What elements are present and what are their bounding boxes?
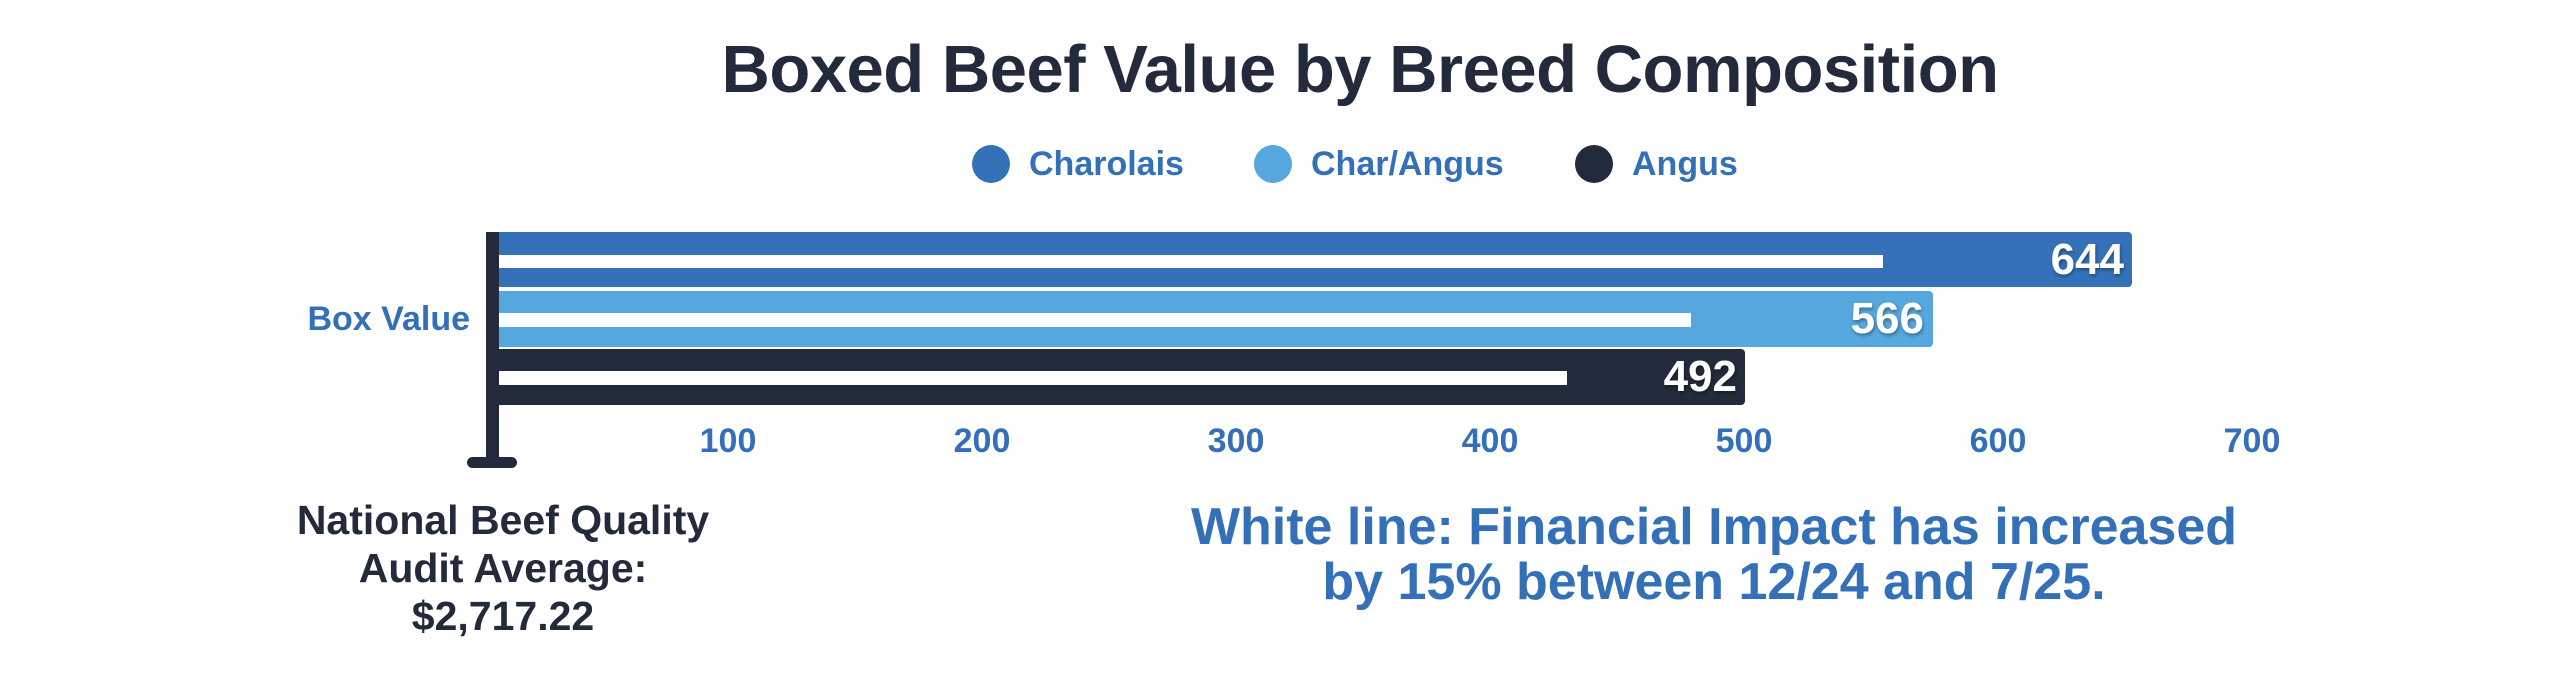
audit-average-note: National Beef Quality Audit Average: $2,… bbox=[253, 496, 753, 640]
y-axis-category-label: Box Value bbox=[307, 300, 470, 338]
legend-label: Angus bbox=[1632, 144, 1738, 183]
legend-label: Charolais bbox=[1029, 144, 1184, 183]
legend-item-charolais: Charolais bbox=[972, 140, 1184, 188]
x-tick-label: 200 bbox=[953, 422, 1011, 460]
white-line-charolais bbox=[499, 255, 1883, 268]
bar-value-charolais: 644 bbox=[2050, 235, 2124, 284]
x-tick-label: 400 bbox=[1461, 422, 1519, 460]
x-tick-label: 100 bbox=[699, 422, 757, 460]
x-tick-label: 300 bbox=[1207, 422, 1265, 460]
x-tick-label: 600 bbox=[1969, 422, 2027, 460]
chart-title: Boxed Beef Value by Breed Composition bbox=[721, 32, 1999, 107]
note-line: Audit Average: bbox=[358, 545, 648, 591]
legend-dot-icon bbox=[1575, 145, 1613, 183]
y-axis-foot bbox=[467, 457, 517, 468]
legend-dot-icon bbox=[972, 145, 1010, 183]
note-line: by 15% between 12/24 and 7/25. bbox=[1322, 553, 2106, 611]
x-tick-label: 700 bbox=[2223, 422, 2281, 460]
bar-value-angus: 492 bbox=[1663, 352, 1737, 401]
legend-item-angus: Angus bbox=[1575, 140, 1738, 188]
note-value: $2,717.22 bbox=[411, 593, 595, 639]
bar-value-char-angus: 566 bbox=[1850, 294, 1924, 343]
legend-item-char-angus: Char/Angus bbox=[1254, 140, 1504, 188]
white-line-char-angus bbox=[499, 313, 1691, 327]
legend-dot-icon bbox=[1254, 145, 1292, 183]
white-line-explanation-note: White line: Financial Impact has increas… bbox=[1114, 500, 2314, 610]
note-line: White line: Financial Impact has increas… bbox=[1190, 498, 2238, 556]
white-line-angus bbox=[499, 371, 1567, 385]
y-axis-line bbox=[486, 232, 499, 466]
legend-label: Char/Angus bbox=[1311, 144, 1504, 183]
note-line: National Beef Quality bbox=[296, 497, 710, 543]
x-tick-label: 500 bbox=[1715, 422, 1773, 460]
